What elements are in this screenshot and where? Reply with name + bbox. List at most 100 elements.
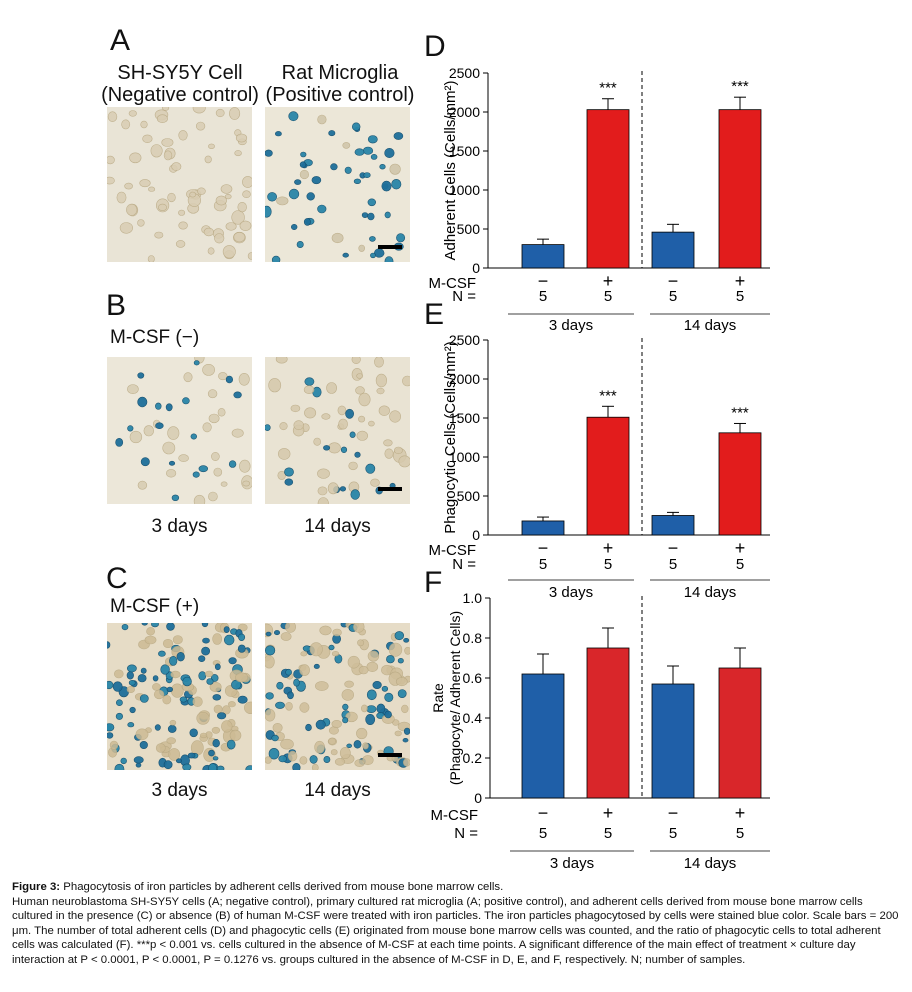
unstained-cell — [356, 727, 368, 740]
stained-cell — [237, 695, 248, 704]
unstained-cell — [167, 192, 176, 203]
stained-cell — [372, 680, 382, 689]
unstained-cell — [172, 635, 183, 645]
unstained-cell — [355, 386, 365, 395]
unstained-cell — [395, 677, 408, 687]
unstained-cell — [197, 187, 206, 195]
micrograph-mcsf-minus-3days-canvas — [107, 357, 252, 504]
stained-cell — [393, 132, 404, 140]
n-value-D-4: 5 — [736, 288, 744, 305]
stained-cell — [115, 712, 123, 720]
stained-cell — [152, 675, 159, 682]
group-label-F-2: 14 days — [684, 855, 737, 872]
stained-cell — [354, 148, 365, 156]
bar-D-2 — [586, 109, 630, 269]
micrograph-rat-microglia-canvas — [265, 107, 410, 262]
stained-cell — [114, 763, 125, 770]
mcsf-sign-E-2: + — [603, 538, 614, 558]
stained-cell — [328, 130, 336, 137]
unstained-cell — [167, 426, 180, 440]
panel-letter-b: B — [106, 289, 127, 322]
stained-cell — [284, 478, 294, 486]
unstained-cell — [319, 625, 332, 636]
unstained-cell — [285, 702, 293, 711]
unstained-cell — [299, 702, 310, 713]
stained-cell — [379, 163, 386, 170]
unstained-cell — [235, 133, 248, 143]
stained-cell — [287, 691, 294, 700]
stained-cell — [288, 111, 299, 122]
y-axis-label-E: Phagocytic Cells (Cells/mm²) — [442, 341, 459, 534]
unstained-cell — [221, 720, 233, 733]
y-tick-label-E: 2000 — [449, 371, 480, 387]
unstained-cell — [155, 743, 166, 753]
unstained-cell — [303, 385, 315, 395]
unstained-cell — [215, 108, 225, 118]
unstained-cell — [275, 357, 288, 364]
micrograph-sh-sy5y — [107, 107, 252, 262]
stained-cell — [396, 233, 406, 243]
n-value-F-4: 5 — [736, 825, 744, 842]
stained-cell — [137, 372, 145, 379]
significance-D-4: *** — [731, 78, 749, 95]
stained-cell — [367, 135, 378, 144]
stained-cell — [223, 634, 235, 646]
stained-cell — [237, 644, 246, 653]
stained-cell — [278, 755, 288, 763]
unstained-cell — [265, 708, 276, 722]
unstained-cell — [309, 642, 323, 657]
unstained-cell — [337, 405, 347, 416]
unstained-cell — [213, 467, 223, 477]
bar-F-3 — [651, 683, 695, 799]
unstained-cell — [285, 623, 296, 633]
unstained-cell — [199, 732, 208, 739]
stained-cell — [169, 656, 178, 666]
stained-cell — [233, 391, 242, 399]
unstained-cell — [317, 114, 327, 125]
unstained-cell — [207, 247, 215, 255]
mcsf-sign-E-1: − — [538, 538, 549, 558]
y-tick-label-E: 2500 — [449, 332, 480, 348]
n-value-E-1: 5 — [539, 556, 547, 573]
unstained-cell — [213, 704, 223, 714]
stained-cell — [187, 752, 196, 759]
stained-cell — [365, 714, 376, 726]
bar-E-4 — [718, 432, 762, 536]
stained-cell — [267, 192, 277, 202]
unstained-cell — [317, 468, 330, 479]
unstained-cell — [356, 430, 369, 441]
stained-cell — [107, 723, 115, 732]
stained-cell — [342, 252, 349, 258]
unstained-cell — [402, 375, 410, 387]
unstained-cell — [157, 203, 167, 211]
stained-cell — [302, 645, 312, 652]
unstained-cell — [314, 740, 325, 754]
unstained-cell — [341, 689, 355, 701]
stained-cell — [225, 375, 233, 384]
n-value-D-3: 5 — [669, 288, 677, 305]
stained-cell — [208, 763, 218, 770]
stained-cell — [107, 641, 111, 649]
stained-cell — [179, 696, 188, 703]
stained-cell — [107, 732, 114, 739]
panel-c-condition: M-CSF (+) — [110, 596, 200, 617]
unstained-cell — [331, 232, 344, 244]
stained-cell — [369, 236, 376, 242]
unstained-cell — [196, 711, 210, 725]
mcsf-row-label-D: M-CSF — [429, 275, 477, 292]
mcsf-sign-E-3: − — [668, 538, 679, 558]
stained-cell — [274, 131, 282, 137]
unstained-cell — [331, 720, 342, 729]
stained-cell — [139, 741, 148, 750]
unstained-cell — [398, 455, 410, 468]
unstained-cell — [146, 627, 155, 636]
y-tick-label-F: 0.6 — [463, 670, 483, 686]
micrograph-sh-sy5y-canvas — [107, 107, 252, 262]
y-tick-label-E: 0 — [472, 527, 480, 543]
stained-cell — [151, 623, 159, 628]
unstained-cell — [311, 763, 319, 770]
y-tick-label-F: 1.0 — [463, 590, 483, 606]
stained-cell — [363, 172, 371, 178]
bar-F-1 — [521, 673, 565, 799]
unstained-cell — [342, 142, 351, 149]
